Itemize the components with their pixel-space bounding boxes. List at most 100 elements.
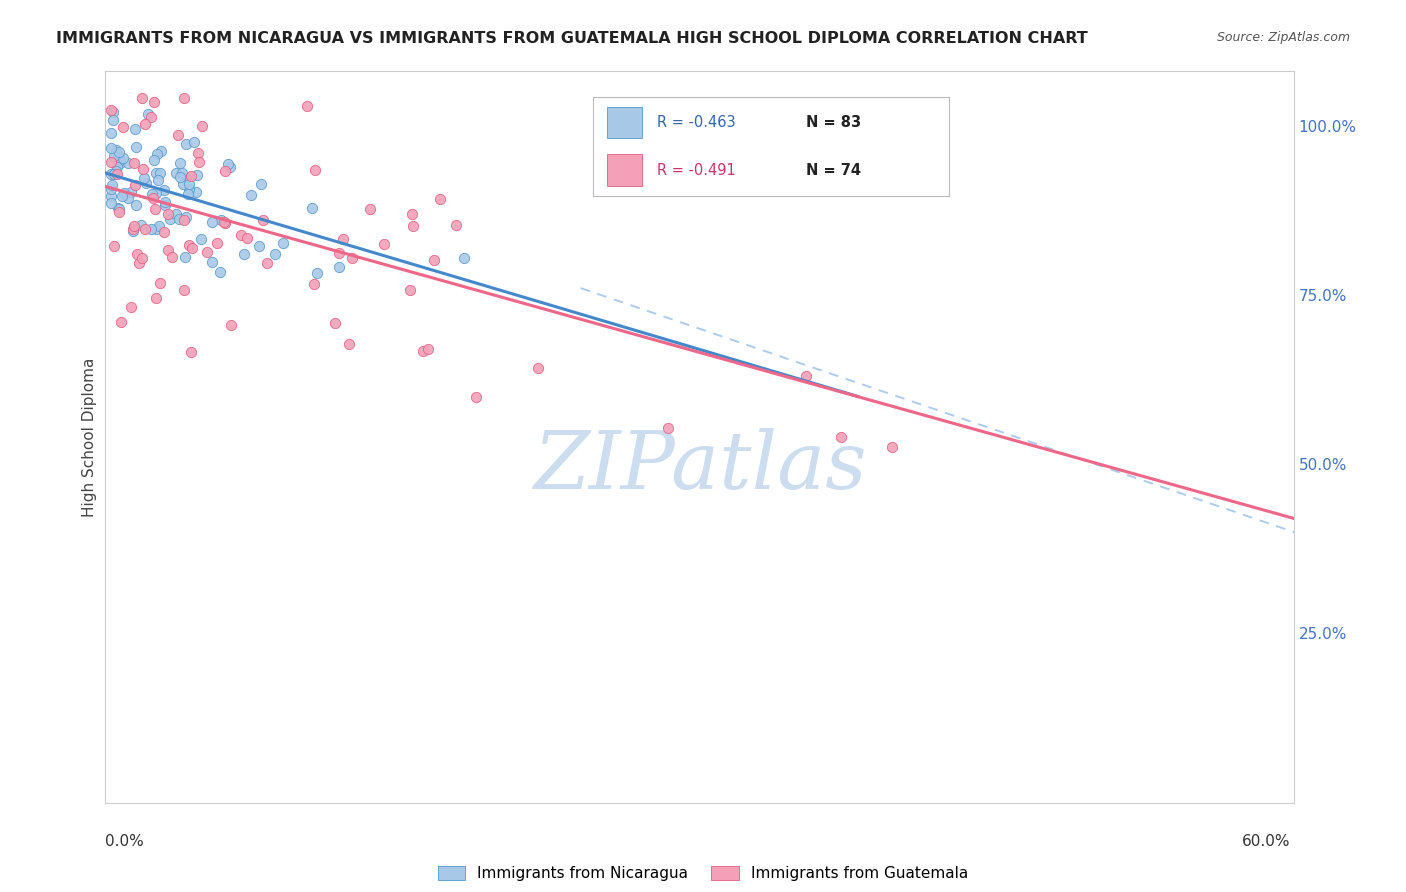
Point	[191, 120, 214, 134]
Point	[172, 178, 194, 192]
Point	[127, 247, 149, 261]
Point	[240, 187, 263, 202]
Point	[340, 251, 363, 265]
Point	[101, 178, 124, 193]
Point	[188, 155, 211, 169]
Point	[173, 283, 195, 297]
Point	[880, 440, 903, 454]
Point	[145, 166, 167, 180]
Point	[217, 157, 239, 171]
Point	[108, 156, 131, 170]
Point	[195, 245, 218, 260]
Point	[100, 103, 122, 118]
Point	[373, 236, 395, 251]
Point	[207, 235, 229, 250]
Point	[112, 186, 135, 201]
Point	[156, 243, 179, 257]
Point	[830, 430, 852, 444]
Point	[131, 91, 153, 105]
Point	[122, 222, 145, 236]
Point	[100, 167, 122, 181]
Text: IMMIGRANTS FROM NICARAGUA VS IMMIGRANTS FROM GUATEMALA HIGH SCHOOL DIPLOMA CORRE: IMMIGRANTS FROM NICARAGUA VS IMMIGRANTS …	[56, 31, 1088, 46]
Point	[236, 231, 259, 245]
Point	[134, 117, 156, 131]
Point	[145, 186, 167, 200]
Point	[148, 219, 170, 233]
Point	[184, 185, 207, 199]
Point	[128, 256, 150, 270]
Point	[249, 177, 271, 191]
Point	[101, 113, 124, 128]
Point	[124, 219, 146, 234]
Point	[179, 238, 201, 252]
Point	[187, 146, 209, 161]
Point	[136, 107, 159, 121]
Point	[152, 225, 174, 239]
Point	[105, 167, 128, 181]
Point	[423, 252, 446, 267]
Point	[337, 337, 360, 351]
Point	[307, 266, 329, 280]
Point	[214, 216, 236, 230]
Point	[464, 390, 486, 404]
Point	[180, 169, 202, 183]
Point	[332, 231, 354, 245]
Point	[108, 145, 131, 159]
Point	[271, 235, 294, 250]
Point	[233, 247, 256, 261]
Point	[263, 247, 285, 261]
Point	[180, 344, 202, 359]
Point	[139, 110, 162, 124]
Point	[209, 212, 232, 227]
Point	[142, 153, 165, 168]
Point	[103, 239, 125, 253]
Point	[129, 218, 152, 232]
Text: ZIPatlas: ZIPatlas	[533, 427, 866, 505]
Point	[186, 168, 208, 182]
Point	[159, 211, 181, 226]
Point	[108, 202, 131, 216]
Point	[256, 256, 278, 270]
Point	[160, 250, 183, 264]
Point	[139, 221, 162, 235]
Legend: Immigrants from Nicaragua, Immigrants from Guatemala: Immigrants from Nicaragua, Immigrants fr…	[432, 860, 974, 888]
Point	[108, 204, 131, 219]
Point	[145, 147, 167, 161]
Point	[297, 99, 319, 113]
Point	[453, 251, 475, 265]
Point	[112, 120, 135, 135]
Point	[398, 283, 420, 297]
Point	[304, 162, 326, 177]
Point	[125, 197, 148, 211]
Point	[172, 166, 194, 180]
Point	[107, 147, 129, 161]
Point	[153, 194, 176, 209]
Point	[301, 201, 323, 215]
Point	[122, 155, 145, 169]
Point	[141, 187, 163, 202]
Point	[302, 277, 325, 292]
Point	[103, 167, 125, 181]
Point	[100, 154, 122, 169]
Point	[155, 198, 177, 212]
Point	[165, 166, 187, 180]
Point	[100, 126, 122, 140]
Point	[100, 141, 122, 155]
Point	[429, 192, 451, 206]
Point	[231, 227, 253, 242]
Point	[131, 251, 153, 265]
Point	[145, 222, 167, 236]
Point	[173, 213, 195, 227]
Point	[110, 315, 132, 329]
Point	[117, 155, 139, 169]
Point	[107, 160, 129, 174]
Point	[156, 207, 179, 221]
Point	[328, 260, 350, 274]
Point	[401, 207, 423, 221]
Point	[218, 160, 240, 174]
Point	[214, 164, 236, 178]
Point	[252, 212, 274, 227]
Point	[247, 239, 270, 253]
Point	[201, 215, 224, 229]
Point	[124, 178, 146, 192]
